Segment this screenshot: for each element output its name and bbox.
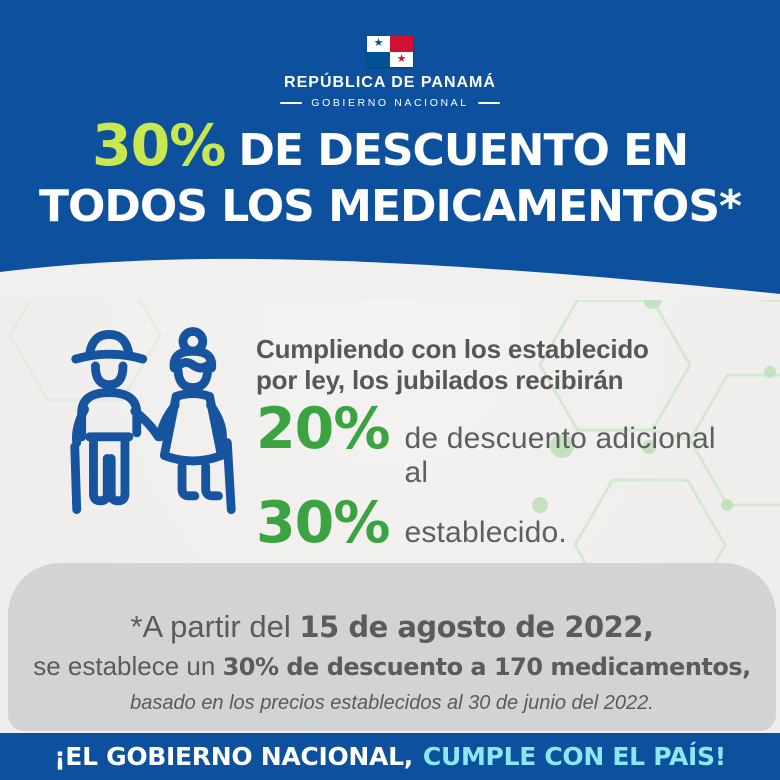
footnote-line2: se establece un 30% de descuento a 170 m… [8, 651, 776, 682]
discount-1-percent: 20% [256, 396, 390, 462]
footnote-line1: *A partir del 15 de agosto de 2022, [8, 609, 776, 645]
benefit-intro-line2: por ley, los jubilados recibirán [256, 365, 624, 395]
government-subtitle-row: GOBIERNO NACIONAL [280, 97, 500, 109]
republic-title: REPÚBLICA DE PANAMÁ [284, 74, 496, 91]
flag-quadrant-red [390, 36, 413, 52]
footnote-line3: basado en los precios establecidos al 30… [130, 692, 654, 714]
discount-1-text: de descuento adicional al [404, 422, 716, 489]
headline: 30% DE DESCUENTO EN TODOS LOS MEDICAMENT… [0, 116, 780, 233]
footnote-line2-normal: se establece un [33, 651, 216, 681]
government-subtitle: GOBIERNO NACIONAL [311, 97, 469, 109]
footnote-line1-normal: *A partir del [130, 609, 291, 644]
banner-text-cyan: CUMPLE CON EL PAÍS! [422, 742, 726, 771]
benefit-intro-line1: Cumpliendo con los establecido [256, 334, 649, 364]
discount-2-percent: 30% [256, 490, 390, 556]
flag-quadrant-blue [367, 51, 390, 67]
flag-quadrant-star-blue: ★ [367, 36, 390, 52]
headline-line1: 30% DE DESCUENTO EN [0, 116, 780, 181]
discount-row-2: 30% establecido. [256, 492, 726, 554]
flag-quadrant-star-red: ★ [390, 51, 413, 67]
benefit-block: Cumpliendo con los establecido por ley, … [256, 334, 726, 554]
dash-left [280, 102, 303, 104]
footnote-box: *A partir del 15 de agosto de 2022, se e… [8, 563, 776, 731]
headline-line2: TODOS LOS MEDICAMENTOS* [38, 181, 742, 232]
elderly-couple-icon [70, 327, 236, 515]
government-seal: ★ ★ REPÚBLICA DE PANAMÁ GOBIERNO NACIONA… [0, 36, 780, 109]
footnote-line2-bold: 30% de descuento a 170 medicamentos, [222, 653, 752, 681]
headline-line1-rest: DE DESCUENTO EN [238, 125, 689, 176]
header-curve [0, 258, 780, 300]
bottom-banner: ¡EL GOBIERNO NACIONAL, CUMPLE CON EL PAÍ… [0, 733, 780, 780]
dash-right [477, 102, 500, 104]
banner-text-white: ¡EL GOBIERNO NACIONAL, [54, 742, 413, 771]
discount-row-1: 20% de descuento adicional al [256, 398, 726, 490]
footnote-line1-bold: 15 de agosto de 2022, [299, 610, 654, 644]
discount-2-text: establecido. [404, 516, 567, 549]
panama-flag-icon: ★ ★ [367, 36, 413, 67]
headline-percent: 30% [91, 113, 226, 179]
